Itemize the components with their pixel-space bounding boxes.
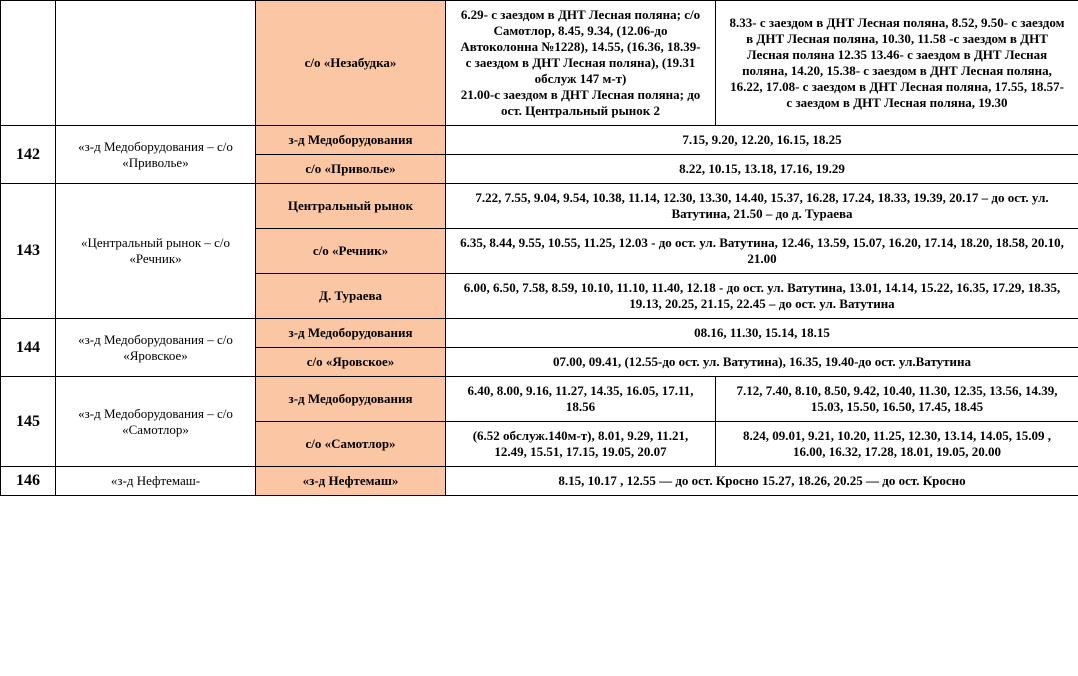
route-number: 144 [1,319,56,377]
schedule-text: 6.40, 8.00, 9.16, 11.27, 14.35, 16.05, 1… [452,381,709,417]
route-name: «Центральный рынок – с/о «Речник» [56,184,256,319]
schedule-cell: 8.33- с заездом в ДНТ Лесная поляна, 8.5… [716,1,1078,126]
schedule-cell: 7.15, 9.20, 12.20, 16.15, 18.25 [446,126,1078,155]
schedule-text: (6.52 обслуж.140м-т), 8.01, 9.29, 11.21,… [452,426,709,462]
stop-name: з-д Медоборудования [256,377,446,422]
schedule-text: 7.12, 7.40, 8.10, 8.50, 9.42, 10.40, 11.… [722,381,1072,417]
schedule-cell: 08.16, 11.30, 15.14, 18.15 [446,319,1078,348]
schedule-cell: 6.29- с заездом в ДНТ Лесная поляна; с/о… [446,1,716,126]
table-row: 144 «з-д Медоборудования – с/о «Яровское… [1,319,1078,348]
schedule-cell: 6.00, 6.50, 7.58, 8.59, 10.10, 11.10, 11… [446,274,1078,319]
schedule-text: 6.00, 6.50, 7.58, 8.59, 10.10, 11.10, 11… [452,278,1072,314]
schedule-text: 8.33- с заездом в ДНТ Лесная поляна, 8.5… [722,13,1072,113]
schedule-text: 7.15, 9.20, 12.20, 16.15, 18.25 [452,130,1072,150]
schedule-cell: 6.35, 8.44, 9.55, 10.55, 11.25, 12.03 - … [446,229,1078,274]
route-name: «з-д Нефтемаш- [56,467,256,496]
schedule-text: 7.22, 7.55, 9.04, 9.54, 10.38, 11.14, 12… [452,188,1072,224]
stop-name: с/о «Речник» [256,229,446,274]
table-row: 145 «з-д Медоборудования – с/о «Самотлор… [1,377,1078,422]
schedule-text: 6.35, 8.44, 9.55, 10.55, 11.25, 12.03 - … [452,233,1072,269]
table-row: 142 «з-д Медоборудования – с/о «Приволье… [1,126,1078,155]
schedule-cell: 8.22, 10.15, 13.18, 17.16, 19.29 [446,155,1078,184]
schedule-text: 08.16, 11.30, 15.14, 18.15 [452,323,1072,343]
route-number: 142 [1,126,56,184]
schedule-cell: 8.15, 10.17 , 12.55 — до ост. Кросно 15.… [446,467,1078,496]
route-number: 143 [1,184,56,319]
schedule-cell: 7.12, 7.40, 8.10, 8.50, 9.42, 10.40, 11.… [716,377,1078,422]
table-row: с/о «Незабудка» 6.29- с заездом в ДНТ Ле… [1,1,1078,126]
route-number [1,1,56,126]
schedule-cell: 7.22, 7.55, 9.04, 9.54, 10.38, 11.14, 12… [446,184,1078,229]
stop-name: з-д Медоборудования [256,319,446,348]
schedule-cell: (6.52 обслуж.140м-т), 8.01, 9.29, 11.21,… [446,422,716,467]
schedule-cell: 6.40, 8.00, 9.16, 11.27, 14.35, 16.05, 1… [446,377,716,422]
schedule-text: 8.24, 09.01, 9.21, 10.20, 11.25, 12.30, … [722,426,1072,462]
stop-name: с/о «Приволье» [256,155,446,184]
stop-name: Д. Тураева [256,274,446,319]
stop-name: «з-д Нефтемаш» [256,467,446,496]
schedule-text: 07.00, 09.41, (12.55-до ост. ул. Ватутин… [452,352,1072,372]
stop-name: с/о «Незабудка» [256,1,446,126]
route-name: «з-д Медоборудования – с/о «Яровское» [56,319,256,377]
stop-name: Центральный рынок [256,184,446,229]
route-name: «з-д Медоборудования – с/о «Приволье» [56,126,256,184]
schedule-cell: 8.24, 09.01, 9.21, 10.20, 11.25, 12.30, … [716,422,1078,467]
route-name [56,1,256,126]
schedule-text: 8.22, 10.15, 13.18, 17.16, 19.29 [452,159,1072,179]
table-row: 146 «з-д Нефтемаш- «з-д Нефтемаш» 8.15, … [1,467,1078,496]
route-number: 146 [1,467,56,496]
schedule-table: с/о «Незабудка» 6.29- с заездом в ДНТ Ле… [0,0,1078,496]
stop-name: с/о «Яровское» [256,348,446,377]
stop-name: с/о «Самотлор» [256,422,446,467]
schedule-text: 8.15, 10.17 , 12.55 — до ост. Кросно 15.… [452,471,1072,491]
stop-name: з-д Медоборудования [256,126,446,155]
route-number: 145 [1,377,56,467]
schedule-text: 6.29- с заездом в ДНТ Лесная поляна; с/о… [452,5,709,121]
schedule-cell: 07.00, 09.41, (12.55-до ост. ул. Ватутин… [446,348,1078,377]
route-name: «з-д Медоборудования – с/о «Самотлор» [56,377,256,467]
table-row: 143 «Центральный рынок – с/о «Речник» Це… [1,184,1078,229]
